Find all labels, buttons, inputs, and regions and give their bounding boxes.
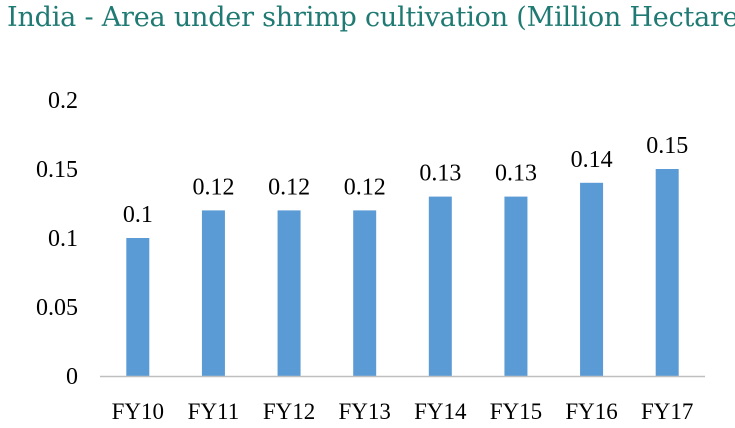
x-tick-label-fy16: FY16 — [565, 399, 617, 424]
x-tick-label-fy15: FY15 — [490, 399, 542, 424]
data-label-fy14: 0.13 — [419, 161, 461, 187]
data-labels: 0.1 0.12 0.12 0.12 0.13 0.13 0.14 0.15 — [123, 133, 688, 228]
bar-fy15 — [504, 196, 528, 376]
x-tick-label-fy11: FY11 — [188, 399, 240, 424]
y-tick-label: 0.1 — [48, 226, 78, 252]
bar-fy13 — [353, 210, 377, 376]
x-tick-label-fy10: FY10 — [112, 399, 164, 424]
x-tick-label-fy12: FY12 — [263, 399, 315, 424]
y-axis-tick-labels: 0 0.05 0.1 0.15 0.2 — [36, 88, 78, 390]
bar-series — [126, 169, 679, 376]
y-tick-label: 0.2 — [48, 88, 78, 114]
chart-title: India - Area under shrimp cultivation (M… — [7, 2, 735, 33]
y-tick-label: 0 — [66, 364, 78, 390]
data-label-fy16: 0.14 — [571, 147, 613, 173]
data-label-fy15: 0.13 — [495, 161, 537, 187]
data-label-fy17: 0.15 — [646, 133, 688, 159]
bar-fy14 — [428, 196, 452, 376]
data-label-fy13: 0.12 — [344, 174, 386, 200]
bar-fy11 — [201, 210, 225, 376]
data-label-fy10: 0.1 — [123, 202, 153, 228]
bar-fy12 — [277, 210, 301, 376]
x-axis-tick-labels: FY10 FY11 FY12 FY13 FY14 FY15 FY16 FY17 — [112, 399, 694, 424]
y-tick-label: 0.15 — [36, 157, 78, 183]
data-label-fy11: 0.12 — [192, 174, 234, 200]
x-tick-label-fy13: FY13 — [338, 399, 390, 424]
bar-fy10 — [126, 238, 150, 376]
data-label-fy12: 0.12 — [268, 174, 310, 200]
x-tick-label-fy14: FY14 — [414, 399, 467, 424]
x-tick-label-fy17: FY17 — [641, 399, 693, 424]
bar-fy16 — [580, 182, 604, 376]
y-tick-label: 0.05 — [36, 295, 78, 321]
bar-fy17 — [655, 169, 679, 376]
